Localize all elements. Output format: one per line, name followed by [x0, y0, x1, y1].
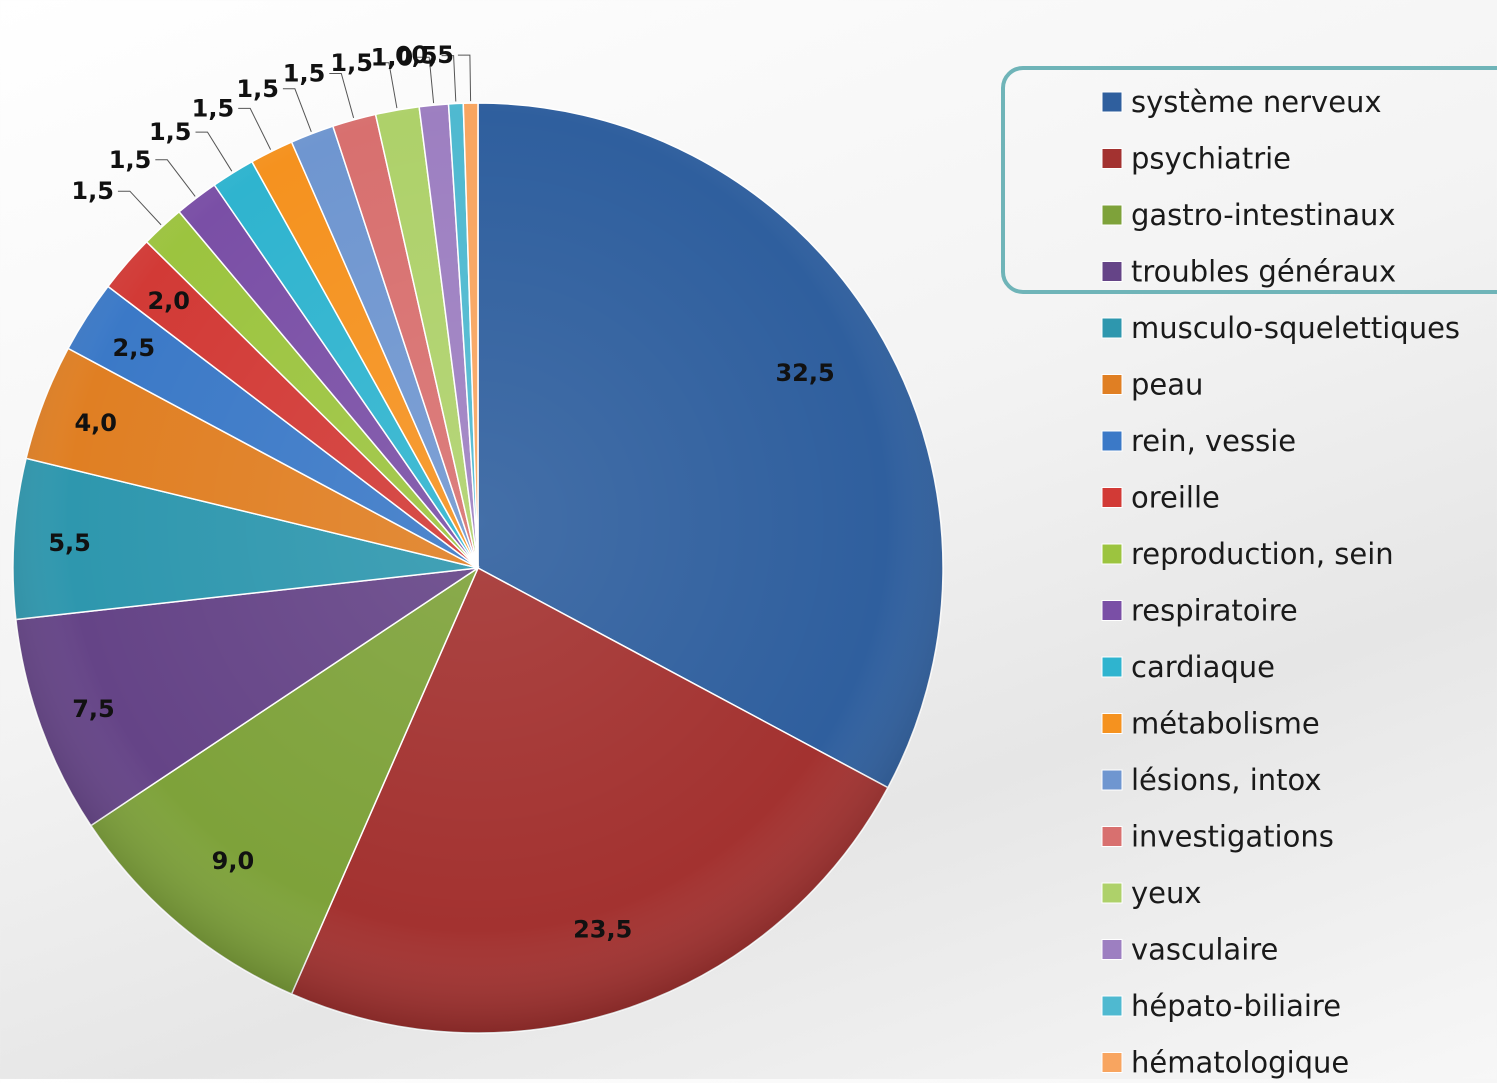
legend-swatch-hematologique — [1101, 1052, 1123, 1073]
legend-label-yeux: yeux — [1131, 876, 1202, 910]
data-label-hematologique: 0,5 — [411, 41, 454, 69]
data-label-oreille: 2,0 — [147, 287, 190, 315]
data-label-systeme-nerveux: 32,5 — [775, 359, 834, 387]
legend-swatch-systeme-nerveux — [1101, 91, 1123, 113]
legend-swatch-psychiatrie — [1101, 148, 1123, 169]
legend-label-rein-vessie: rein, vessie — [1131, 424, 1296, 458]
legend-swatch-musculo-squelettiques — [1101, 317, 1123, 339]
legend-swatch-oreille — [1101, 487, 1123, 508]
legend-swatch-hepato-biliaire — [1101, 995, 1123, 1017]
data-label-metabolisme: 1,5 — [192, 94, 235, 122]
leader-line-yeux — [376, 62, 398, 109]
legend-swatch-rein-vessie — [1101, 430, 1123, 452]
legend-label-respiratoire: respiratoire — [1131, 594, 1298, 628]
leader-line-respiratoire — [155, 159, 196, 197]
legend-label-hematologique: hématologique — [1131, 1046, 1349, 1080]
legend-swatch-gastro-intestinaux — [1101, 204, 1123, 226]
legend-swatch-investigations — [1101, 826, 1123, 847]
data-label-cardiaque: 1,5 — [149, 118, 192, 146]
data-label-reproduction-sein: 1,5 — [71, 177, 114, 205]
legend-label-psychiatrie: psychiatrie — [1131, 142, 1291, 176]
leader-line-vasculaire — [417, 56, 435, 104]
legend-label-gastro-intestinaux: gastro-intestinaux — [1131, 198, 1396, 232]
legend-swatch-metabolisme — [1101, 713, 1123, 734]
leader-line-metabolisme — [238, 107, 272, 150]
legend-label-peau: peau — [1131, 368, 1203, 402]
legend-label-cardiaque: cardiaque — [1131, 650, 1275, 684]
legend-swatch-troubles-generaux — [1101, 261, 1123, 282]
legend-label-metabolisme: métabolisme — [1131, 707, 1320, 741]
legend-label-reproduction-sein: reproduction, sein — [1131, 537, 1394, 571]
legend-swatch-reproduction-sein — [1101, 543, 1123, 565]
data-label-peau: 4,0 — [74, 409, 117, 437]
legend-swatch-cardiaque — [1101, 656, 1123, 678]
legend-swatch-lesions-intox — [1101, 769, 1123, 791]
leader-line-hepato-biliaire — [441, 55, 457, 102]
leader-line-investigations — [329, 73, 355, 119]
legend-label-systeme-nerveux: système nerveux — [1131, 85, 1382, 119]
data-label-psychiatrie: 23,5 — [573, 915, 632, 943]
data-label-vasculaire: 1,0 — [371, 43, 414, 71]
legend-swatch-yeux — [1101, 882, 1123, 904]
data-label-respiratoire: 1,5 — [109, 146, 152, 174]
data-label-rein-vessie: 2,5 — [113, 334, 156, 362]
data-label-investigations: 1,5 — [283, 60, 326, 88]
legend-highlight-box — [1001, 66, 1497, 294]
data-label-gastro-intestinaux: 9,0 — [212, 847, 255, 875]
data-label-musculo-squelettiques: 5,5 — [48, 529, 91, 557]
legend-label-troubles-generaux: troubles généraux — [1131, 255, 1396, 289]
legend-swatch-vasculaire — [1101, 939, 1123, 960]
legend-label-investigations: investigations — [1131, 820, 1334, 854]
leader-line-cardiaque — [195, 131, 233, 172]
leader-line-lesions-intox — [282, 88, 312, 132]
legend-label-musculo-squelettiques: musculo-squelettiques — [1131, 311, 1460, 345]
data-label-yeux: 1,5 — [330, 49, 373, 77]
data-label-troubles-generaux: 7,5 — [72, 695, 115, 723]
legend-label-vasculaire: vasculaire — [1131, 933, 1278, 967]
legend-label-lesions-intox: lésions, intox — [1131, 763, 1322, 797]
legend-swatch-peau — [1101, 374, 1123, 395]
leader-line-reproduction-sein — [117, 190, 162, 226]
data-label-lesions-intox: 1,5 — [236, 75, 279, 103]
legend-label-oreille: oreille — [1131, 481, 1220, 515]
data-label-hepato-biliaire: 0,5 — [395, 42, 438, 70]
leader-line-hematologique — [457, 54, 472, 102]
legend-label-hepato-biliaire: hépato-biliaire — [1131, 989, 1341, 1023]
legend-swatch-respiratoire — [1101, 600, 1123, 621]
